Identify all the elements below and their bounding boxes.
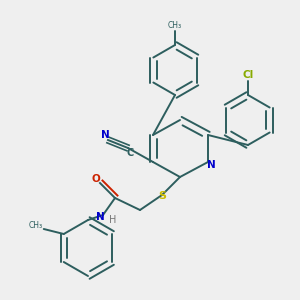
Text: S: S <box>158 191 166 201</box>
Text: H: H <box>109 215 117 225</box>
Text: C: C <box>126 148 134 158</box>
Text: Cl: Cl <box>242 70 253 80</box>
Text: O: O <box>92 174 100 184</box>
Text: N: N <box>207 160 215 170</box>
Text: CH₃: CH₃ <box>168 22 182 31</box>
Text: N: N <box>96 212 104 222</box>
Text: CH₃: CH₃ <box>29 221 43 230</box>
Text: N: N <box>100 130 109 140</box>
